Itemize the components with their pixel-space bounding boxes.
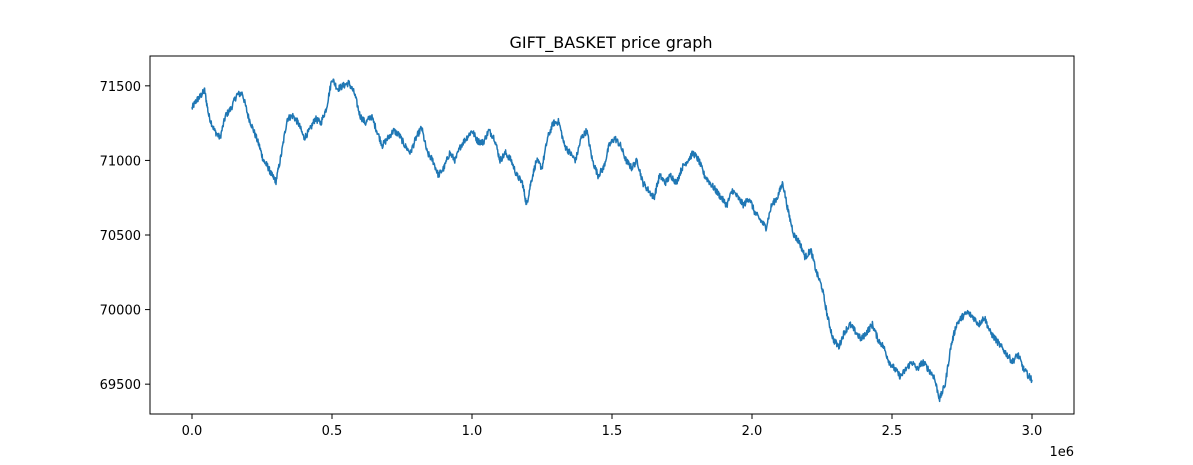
price-series-line <box>191 78 1033 403</box>
x-tick-label: 2.0 <box>742 424 763 439</box>
x-tick-label: 0.0 <box>182 424 203 439</box>
x-tick-label: 2.5 <box>882 424 903 439</box>
y-tick-label: 71000 <box>100 154 141 169</box>
plot-frame <box>149 55 1075 415</box>
x-axis: 0.0 0.5 1.0 1.5 2.0 2.5 3.0 <box>182 414 1043 439</box>
x-tick-label: 1.0 <box>462 424 483 439</box>
x-tick-label: 3.0 <box>1022 424 1043 439</box>
y-axis: 69500 70000 70500 71000 71500 <box>100 80 150 393</box>
x-scale-label: 1e6 <box>1049 445 1074 460</box>
y-tick-label: 71500 <box>100 80 141 95</box>
chart-title: GIFT_BASKET price graph <box>509 33 712 53</box>
plot-area <box>149 55 1075 415</box>
x-tick-label: 0.5 <box>322 424 343 439</box>
y-tick-label: 69500 <box>100 378 141 393</box>
y-tick-label: 70000 <box>100 304 141 319</box>
y-tick-label: 70500 <box>100 229 141 244</box>
x-tick-label: 1.5 <box>602 424 623 439</box>
